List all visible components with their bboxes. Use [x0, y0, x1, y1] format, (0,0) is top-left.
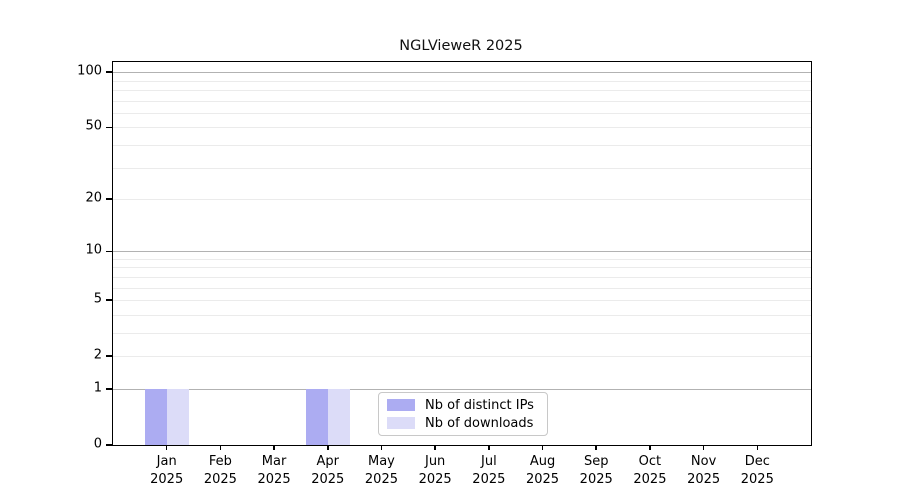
x-tick-mark-dec — [756, 445, 759, 450]
x-tick-year: 2025 — [579, 471, 613, 487]
x-tick-mark-aug — [541, 445, 544, 450]
x-tick-month: Jan — [156, 454, 177, 469]
x-tick-year: 2025 — [311, 471, 345, 487]
x-tick-label-dec: Dec 2025 — [725, 453, 789, 488]
gridline-minor-20 — [113, 199, 811, 200]
x-tick-year: 2025 — [472, 471, 506, 487]
gridline-minor-30 — [113, 167, 811, 169]
legend-box: Nb of distinct IPs Nb of downloads — [378, 392, 548, 436]
y-tick-label-1: 1 — [93, 380, 102, 396]
x-tick-month: Aug — [529, 454, 556, 469]
x-tick-label-sep: Sep 2025 — [564, 453, 628, 488]
legend-entry-downloads: Nb of downloads — [387, 416, 539, 431]
gridline-minor-70 — [113, 100, 811, 102]
x-tick-label-jul: Jul 2025 — [457, 453, 521, 488]
y-tick-mark-2 — [105, 355, 112, 357]
x-tick-month: Apr — [316, 454, 340, 469]
x-tick-mark-oct — [649, 445, 651, 450]
bar-downloads-apr — [327, 388, 350, 445]
y-tick-label-5: 5 — [93, 291, 102, 307]
gridline-minor-90 — [113, 80, 811, 82]
legend-entry-distinct-ips: Nb of distinct IPs — [387, 398, 539, 413]
x-tick-month: Mar — [261, 454, 287, 469]
x-tick-mark-nov — [702, 445, 705, 450]
x-tick-year: 2025 — [257, 471, 291, 487]
chart-title: NGLVieweR 2025 — [399, 38, 523, 54]
x-tick-month: Jul — [481, 454, 497, 469]
x-tick-month: Sep — [583, 454, 609, 469]
plot-area: Jan 2025 Feb 2025 Mar 2025 Apr 2025 May 2025 Jun 20… — [105, 61, 812, 487]
y-tick-mark-10 — [105, 250, 112, 252]
gridline-major-100 — [113, 72, 811, 74]
x-tick-label-jun: Jun 2025 — [403, 453, 467, 488]
y-tick-label-0: 0 — [93, 436, 102, 452]
x-tick-label-may: May 2025 — [349, 453, 413, 488]
y-tick-mark-1 — [105, 388, 112, 390]
y-tick-label-2: 2 — [93, 347, 102, 363]
x-tick-month: Dec — [744, 454, 770, 469]
x-tick-mark-sep — [595, 445, 597, 450]
gridline-minor-40 — [113, 144, 811, 146]
gridline-minor-2 — [113, 356, 811, 358]
legend-swatch-distinct-ips-icon — [387, 399, 415, 411]
x-tick-label-aug: Aug 2025 — [511, 453, 575, 488]
x-tick-month: May — [368, 454, 395, 469]
y-tick-label-20: 20 — [85, 190, 102, 206]
x-tick-label-oct: Oct 2025 — [618, 453, 682, 488]
x-tick-mark-may — [380, 445, 383, 450]
bar-downloads-jan — [166, 388, 189, 445]
bar-distinct-ips-apr — [305, 388, 328, 445]
x-tick-year: 2025 — [740, 471, 774, 487]
x-tick-label-jan: Jan 2025 — [135, 453, 199, 488]
x-tick-month: Oct — [638, 454, 662, 469]
x-tick-label-mar: Mar 2025 — [242, 453, 306, 488]
gridline-minor-3 — [113, 332, 811, 334]
y-tick-label-10: 10 — [85, 242, 102, 258]
gridline-minor-7 — [113, 276, 811, 278]
y-tick-mark-100 — [105, 71, 112, 73]
x-tick-year: 2025 — [633, 471, 667, 487]
gridline-minor-60 — [113, 112, 811, 114]
x-tick-year: 2025 — [525, 471, 560, 487]
legend-label-downloads: Nb of downloads — [425, 415, 534, 431]
y-tick-mark-5 — [105, 299, 112, 301]
x-tick-year: 2025 — [364, 471, 398, 487]
x-tick-month: Feb — [208, 454, 232, 469]
x-tick-month: Nov — [690, 454, 717, 469]
x-tick-mark-mar — [273, 445, 275, 450]
x-tick-label-nov: Nov 2025 — [672, 453, 736, 488]
x-tick-mark-feb — [219, 445, 222, 450]
x-tick-mark-apr — [327, 445, 329, 450]
gridline-minor-4 — [113, 314, 811, 316]
legend-label-distinct-ips: Nb of distinct IPs — [425, 397, 534, 413]
x-tick-year: 2025 — [203, 471, 237, 487]
gridline-minor-8 — [113, 267, 811, 269]
gridline-minor-5 — [113, 300, 811, 302]
bar-distinct-ips-jan — [144, 388, 167, 445]
x-tick-mark-jan — [165, 445, 168, 450]
legend-swatch-downloads-icon — [387, 417, 415, 429]
gridline-major-10 — [113, 251, 811, 253]
x-tick-mark-jul — [488, 445, 490, 450]
y-tick-mark-20 — [105, 198, 112, 200]
x-tick-label-feb: Feb 2025 — [188, 453, 252, 488]
x-tick-year: 2025 — [418, 471, 452, 487]
y-tick-mark-0 — [105, 444, 112, 446]
y-tick-mark-50 — [105, 126, 112, 129]
gridline-minor-6 — [113, 287, 811, 289]
x-tick-label-apr: Apr 2025 — [296, 453, 360, 488]
x-tick-mark-jun — [434, 445, 436, 450]
x-tick-year: 2025 — [150, 471, 184, 487]
x-tick-month: Jun — [424, 454, 446, 469]
gridline-minor-9 — [113, 258, 811, 260]
y-tick-label-50: 50 — [85, 118, 102, 134]
y-tick-label-100: 100 — [77, 63, 102, 79]
gridline-minor-80 — [113, 89, 811, 91]
gridline-major-1 — [113, 388, 811, 390]
x-tick-year: 2025 — [687, 471, 721, 487]
gridline-minor-50 — [113, 127, 811, 129]
